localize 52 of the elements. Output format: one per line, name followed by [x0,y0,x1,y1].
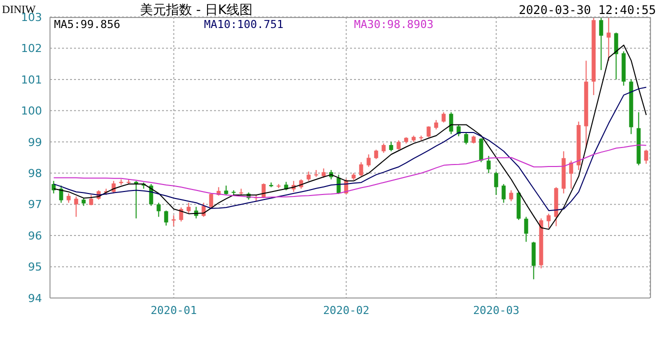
candlestick [396,140,401,150]
candlestick [74,196,78,218]
x-tick-label: 2020-01 [150,304,197,317]
candlestick [164,210,168,226]
candlestick [532,241,536,280]
candlestick [509,190,514,202]
candlestick [464,132,468,145]
candlestick [156,202,161,218]
candlestick [366,154,371,168]
y-tick-label: 97 [28,198,42,212]
y-tick-label: 101 [21,73,42,86]
candlestick [494,171,498,196]
candlestick [479,138,484,163]
text: MA10:100.751 [204,18,284,31]
text: MA30:98.8903 [354,18,434,31]
y-tick-label: 102 [21,42,42,56]
y-tick-label: 94 [28,292,42,305]
candlestick [322,168,326,178]
candlestick [89,194,94,206]
candlestick [389,141,394,152]
candlestick [606,17,611,62]
candlestick [224,185,228,196]
candlestick [599,17,604,71]
x-tick-label: 2020-03 [473,304,520,317]
candlestick [374,149,378,160]
candlestick [382,142,386,154]
y-tick-label: 96 [28,229,42,242]
candlestick [52,180,56,194]
candlestick [546,213,551,228]
candlestick [359,162,364,177]
y-tick-label: 99 [28,136,42,149]
candlestick [442,112,446,124]
text: 2020-03-30 12:40:55 [518,3,656,17]
candlestick [179,206,184,222]
y-tick-label: 95 [28,260,42,274]
candlestick [502,184,506,204]
candlestick [186,202,191,214]
candlestick [59,185,64,204]
candlestick [486,155,491,174]
candlestick [614,32,618,80]
candlestick [644,149,648,164]
candlestick [66,192,71,204]
text: MA5:99.856 [54,18,122,31]
candlestick [434,120,438,130]
x-tick-label: 2020-02 [323,304,370,317]
candlestick [449,112,454,135]
candlestick [524,216,528,242]
chart-title: 美元指数 - 日K线图 [140,2,252,19]
candlestick [306,171,311,182]
y-tick-label: 100 [21,104,42,118]
candlestick [149,184,154,206]
y-tick-label: 98 [28,167,42,180]
